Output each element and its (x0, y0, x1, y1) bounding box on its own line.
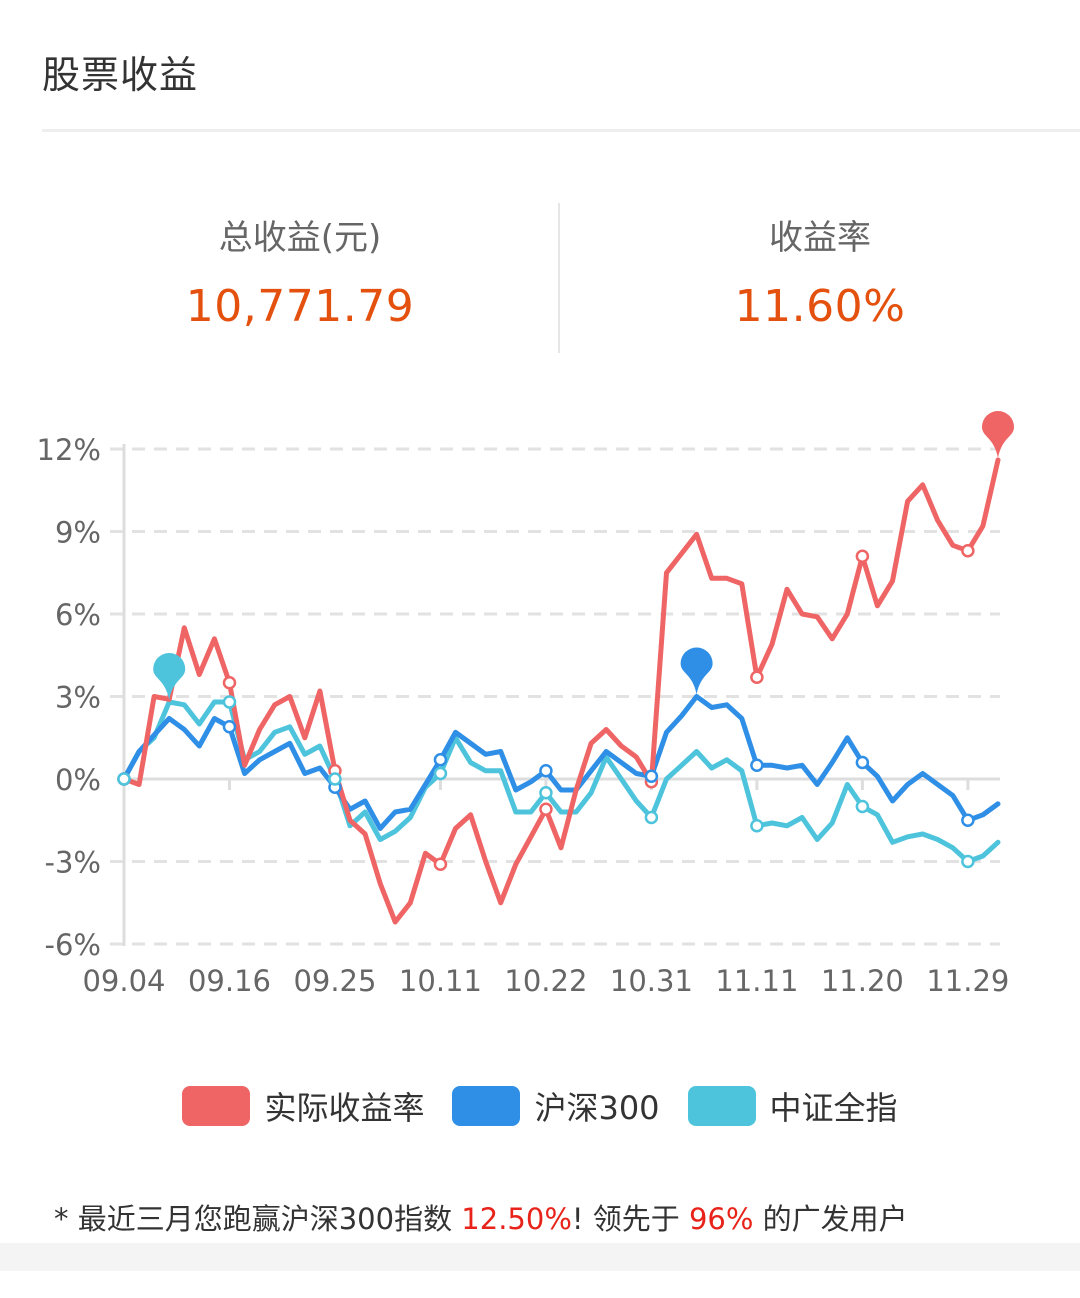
stats-divider (558, 203, 560, 353)
svg-text:9%: 9% (55, 516, 101, 550)
chart-points (117, 544, 975, 871)
legend-label: 实际收益率 (264, 1089, 425, 1127)
svg-text:12%: 12% (37, 433, 101, 467)
x-axis: 09.04 09.16 09.25 10.11 10.22 10.31 11.11 11.20… (82, 779, 1009, 998)
legend-item-hs300[interactable]: 沪深300 (452, 1083, 660, 1129)
svg-text:3%: 3% (55, 681, 101, 715)
return-rate-stat: 收益率 11.60% (550, 210, 1080, 332)
summary-suffix: 的广发用户 (753, 1202, 908, 1236)
chart-grid (110, 447, 1000, 946)
svg-text:09.04: 09.04 (82, 964, 165, 998)
return-rate-value: 11.60% (734, 281, 906, 332)
svg-text:10.11: 10.11 (399, 964, 482, 998)
svg-text:11.20: 11.20 (821, 964, 904, 998)
legend-item-csi-all[interactable]: 中证全指 (687, 1083, 898, 1129)
legend-label: 中证全指 (769, 1089, 898, 1127)
total-profit-label: 总收益(元) (218, 218, 382, 258)
svg-text:11.11: 11.11 (715, 964, 798, 998)
legend-label: 沪深300 (534, 1089, 660, 1127)
chart-pin-markers (153, 411, 1014, 700)
svg-text:09.25: 09.25 (293, 964, 376, 998)
legend-swatch-csi-all (687, 1086, 756, 1126)
svg-text:0%: 0% (55, 763, 101, 797)
chart-lines (121, 457, 1001, 925)
svg-text:-3%: -3% (45, 846, 101, 880)
legend-swatch-hs300 (452, 1086, 521, 1126)
svg-text:6%: 6% (55, 598, 101, 632)
bottom-separator (0, 1243, 1080, 1271)
svg-text:-6%: -6% (45, 928, 101, 962)
header-divider (42, 129, 1080, 132)
performance-summary: * 最近三月您跑赢沪深300指数 12.50%! 领先于 96% 的广发用户 (54, 1196, 908, 1238)
outperform-percent: 12.50% (461, 1202, 572, 1236)
returns-line-chart[interactable]: 12% 9% 6% 3% 0% -3% -6% 09.04 09.16 09.25 10.11 10… (0, 400, 1080, 1020)
rank-percent: 96% (688, 1202, 754, 1236)
return-rate-label: 收益率 (769, 218, 871, 258)
page-title: 股票收益 (42, 53, 199, 97)
svg-text:11.29: 11.29 (926, 964, 1009, 998)
legend-item-actual-return[interactable]: 实际收益率 (182, 1083, 424, 1129)
total-profit-stat: 总收益(元) 10,771.79 (30, 210, 570, 332)
svg-text:10.22: 10.22 (504, 964, 587, 998)
chart-legend: 实际收益率 沪深300 中证全指 (0, 1083, 1080, 1129)
legend-swatch-actual-return (182, 1086, 251, 1126)
summary-middle: ! 领先于 (571, 1202, 689, 1236)
y-axis: 12% 9% 6% 3% 0% -3% -6% (37, 433, 126, 962)
svg-text:09.16: 09.16 (188, 964, 271, 998)
svg-text:10.31: 10.31 (610, 964, 693, 998)
total-profit-value: 10,771.79 (185, 281, 415, 332)
summary-prefix: * 最近三月您跑赢沪深300指数 (54, 1202, 462, 1236)
